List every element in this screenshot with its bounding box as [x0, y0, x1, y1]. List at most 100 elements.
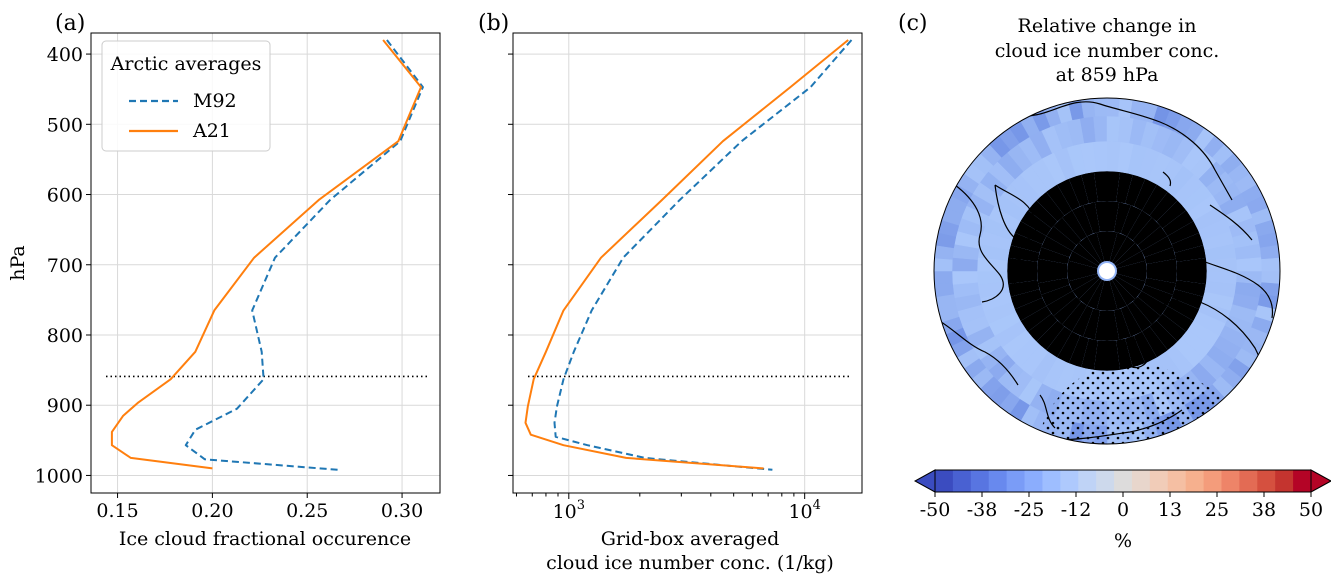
- panel-a-xtick-label: 0.30: [381, 500, 423, 522]
- map-cell: [1068, 273, 1099, 291]
- map-boundary: [933, 97, 1281, 445]
- map-cell: [1149, 320, 1178, 351]
- map-cell: [1133, 331, 1157, 364]
- colorbar-swatch: [1149, 470, 1169, 492]
- map-cell: [1027, 200, 1058, 229]
- map-cell: [1116, 271, 1147, 282]
- colorbar-swatch: [1024, 470, 1044, 492]
- map-cell: [1072, 205, 1094, 237]
- map-cell: [934, 244, 954, 260]
- map-cell: [1067, 271, 1098, 282]
- panel-a-frame: [90, 32, 441, 494]
- map-cell: [1107, 280, 1118, 311]
- map-cell: [1020, 306, 1052, 332]
- map-cell: [1081, 338, 1098, 371]
- panel-b-series: [524, 39, 853, 471]
- colorbar-swatch: [1096, 470, 1115, 492]
- map-cell: [1116, 260, 1147, 271]
- colorbar-swatch: [1239, 470, 1258, 492]
- map-cell: [1176, 257, 1207, 271]
- coastlines: [937, 101, 1274, 441]
- colorbar-swatch: [1257, 470, 1276, 492]
- map-cell: [1068, 335, 1089, 368]
- panel-b-xlabel-line1: Grid-box averaged: [601, 528, 780, 550]
- map-cell: [1261, 257, 1280, 272]
- map-cell: [1149, 191, 1178, 222]
- map-cell: [1107, 310, 1120, 341]
- map-cell: [1132, 217, 1161, 246]
- panel-a-ytick-label: 1000: [35, 465, 83, 487]
- map-cell: [1156, 200, 1187, 229]
- map-cell: [951, 270, 978, 285]
- panel-b-label: (b): [478, 11, 509, 36]
- colorbar-tick-label: 38: [1252, 499, 1276, 521]
- map-cell: [1176, 271, 1207, 285]
- colorbar-swatch: [1060, 470, 1079, 492]
- map-cell: [1116, 338, 1133, 371]
- colorbar-swatch: [1006, 470, 1026, 492]
- map-cell: [1142, 326, 1168, 358]
- map-cell: [934, 293, 957, 311]
- colorbar-swatch: [1221, 470, 1240, 492]
- colorbar-tick-label: 13: [1158, 499, 1182, 521]
- map-cell: [1038, 277, 1070, 295]
- panel-a-series-a21: [110, 39, 422, 470]
- map-cell: [934, 270, 953, 285]
- map-cell: [1120, 305, 1142, 337]
- panel-a-xtick-label: 0.20: [191, 500, 233, 522]
- map-cell: [1014, 221, 1047, 245]
- map-cell: [1146, 258, 1177, 271]
- colorbar-extend-high: [1310, 469, 1331, 493]
- map-cell: [1094, 310, 1107, 341]
- colorbar-swatch: [1185, 470, 1205, 492]
- map-cell: [1125, 335, 1146, 368]
- pole-hole: [1099, 263, 1115, 279]
- panel-a-ytick-label: 600: [47, 185, 83, 207]
- map-cell: [1081, 171, 1098, 204]
- colorbar-swatch: [1131, 470, 1151, 492]
- colorbar-swatch: [970, 470, 990, 492]
- colorbar-tick-label: 0: [1117, 499, 1129, 521]
- map-cell: [1107, 201, 1120, 232]
- map-cell: [1093, 340, 1107, 371]
- map-cell: [1137, 291, 1168, 316]
- panel-b-xlabel-line2: cloud ice number conc. (1/kg): [546, 552, 834, 574]
- map-cell: [1062, 301, 1087, 332]
- polar-map: [933, 97, 1281, 445]
- map-title-line1: Relative change in: [1018, 15, 1197, 37]
- legend-label-a21: A21: [192, 120, 231, 142]
- map-cell: [1260, 282, 1280, 298]
- map-cell: [1087, 279, 1105, 310]
- map-cell: [1037, 258, 1068, 271]
- colorbar-swatch: [1042, 470, 1061, 492]
- map-cell: [1057, 331, 1081, 364]
- map-cell: [1142, 184, 1168, 216]
- map-cell: [1057, 178, 1081, 211]
- map-cell: [1010, 289, 1043, 310]
- map-title-line2: cloud ice number conc.: [995, 40, 1220, 62]
- colorbar-tick-label: 50: [1299, 499, 1323, 521]
- colorbar-tick-label: 25: [1205, 499, 1229, 521]
- panel-a-ytick-label: 400: [47, 44, 83, 66]
- map-cell: [1083, 202, 1101, 234]
- map-cell: [1107, 340, 1121, 371]
- map-cell: [1167, 221, 1200, 245]
- panel-c-label: (c): [898, 11, 928, 36]
- panel-b-xtick-label: 104: [788, 498, 820, 523]
- map-cell: [1116, 171, 1133, 204]
- colorbar-swatch: [1114, 470, 1133, 492]
- map-cell: [1037, 271, 1068, 284]
- panel-a-xtick-label: 0.15: [96, 500, 138, 522]
- colorbar-tick-label: -38: [967, 499, 998, 521]
- map-cell: [1046, 291, 1077, 316]
- legend-title: Arctic averages: [110, 53, 262, 75]
- map-cell: [1010, 232, 1043, 253]
- panel-b: (b) 103 104 Grid-box averaged cloud ice n…: [478, 11, 863, 574]
- map-cell: [1046, 226, 1077, 251]
- map-cell: [1156, 313, 1187, 342]
- panel-a-ytick-label: 900: [47, 395, 83, 417]
- map-cell: [934, 257, 953, 272]
- map-cell: [1174, 280, 1207, 297]
- colorbar-swatch: [1275, 470, 1294, 492]
- map-cell: [1068, 251, 1099, 269]
